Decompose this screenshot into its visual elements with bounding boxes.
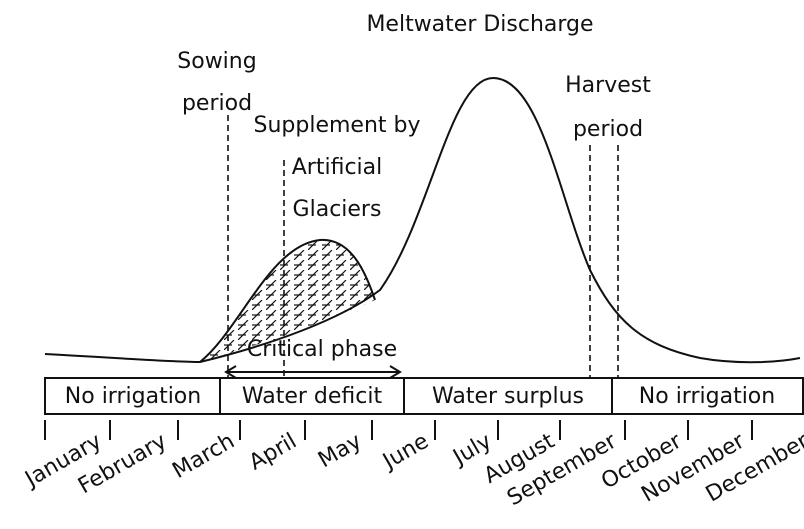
label: Sowing	[177, 49, 256, 74]
meltwater-curve	[44, 76, 801, 364]
segment-label: No irrigation	[639, 384, 775, 409]
month-label: May	[314, 429, 366, 473]
label: Critical phase	[247, 337, 397, 362]
month-label: April	[245, 429, 301, 476]
title: Meltwater Discharge	[366, 12, 593, 37]
segment-label: Water deficit	[242, 384, 383, 409]
irrigation-bar	[44, 377, 804, 415]
segment-label: Water surplus	[432, 384, 584, 409]
label: period	[182, 91, 252, 116]
label: Harvest	[565, 73, 651, 98]
segment-label: No irrigation	[65, 384, 201, 409]
label: period	[573, 117, 643, 142]
label: Glaciers	[293, 197, 382, 222]
critical-arrow	[224, 365, 402, 379]
month-label: June	[377, 429, 433, 476]
label: Supplement by	[254, 113, 421, 138]
label: Artificial	[292, 155, 383, 180]
glacier-bump	[199, 238, 376, 363]
